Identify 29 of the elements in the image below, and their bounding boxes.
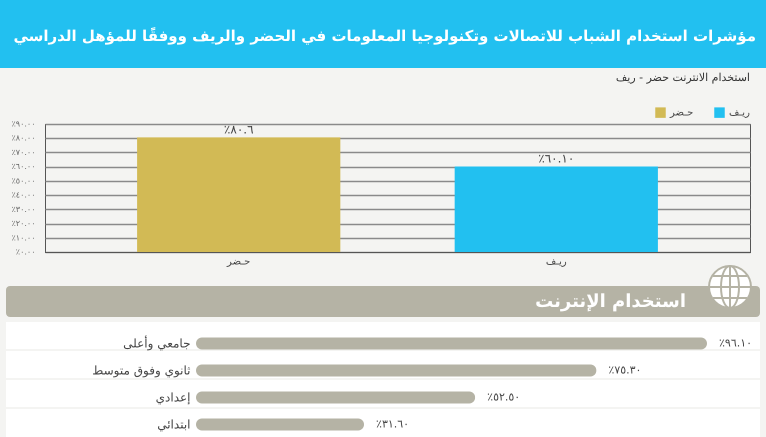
y-tick-label: ابتدائي	[157, 418, 190, 432]
y-tick-label: ٪٠.٠٠	[16, 248, 36, 256]
y-tick-label: ٪٦٠.٠٠	[11, 162, 36, 172]
bar	[196, 364, 596, 376]
data-label: ٪٨٠.٦	[224, 122, 254, 136]
chart-title: مؤشرات استخدام الشباب للاتصالات وتكنولوجيا المعلومات في الحضر والريف ووفقًا للمؤهل الدراسي	[0, 0, 766, 68]
bar	[196, 392, 476, 404]
legend-label: حـضر	[669, 108, 694, 119]
y-tick-label: ٪٤٠.٠٠	[11, 190, 36, 200]
data-label: ٪٧٥.٣٠	[608, 364, 642, 376]
bar	[196, 418, 364, 430]
y-tick-label: ٪٧٠.٠٠	[11, 148, 36, 157]
legend-label: ريـف	[729, 108, 750, 119]
data-label: ٪٩٦.١٠	[719, 336, 752, 350]
chart-subtitle: استخدام الانترنت حضر - ريف	[616, 71, 750, 84]
bar	[196, 338, 707, 350]
y-tick-label: ٪٩٠.٠٠	[11, 120, 36, 128]
y-tick-label: إعدادي	[156, 390, 190, 404]
data-label: ٪٦٠.١٠	[538, 152, 574, 166]
y-tick-label: ثانوي وفوق متوسط	[92, 364, 190, 378]
data-label: ٪٥٢.٥٠	[487, 390, 520, 404]
y-tick-label: ٪٥٠.٠٠	[11, 176, 36, 186]
y-tick-label: جامعي وأعلى	[123, 336, 190, 350]
y-tick-label: ٪٢٠.٠٠	[11, 219, 36, 228]
y-tick-label: ٪١٠.٠٠	[11, 233, 36, 242]
data-label: ٪٣١.٦٠	[376, 418, 410, 430]
chart-title: استخدام الإنترنت	[6, 286, 760, 317]
y-tick-label: ٪٣٠.٠٠	[11, 204, 36, 214]
y-tick-label: ٪٨٠.٠٠	[11, 134, 36, 143]
